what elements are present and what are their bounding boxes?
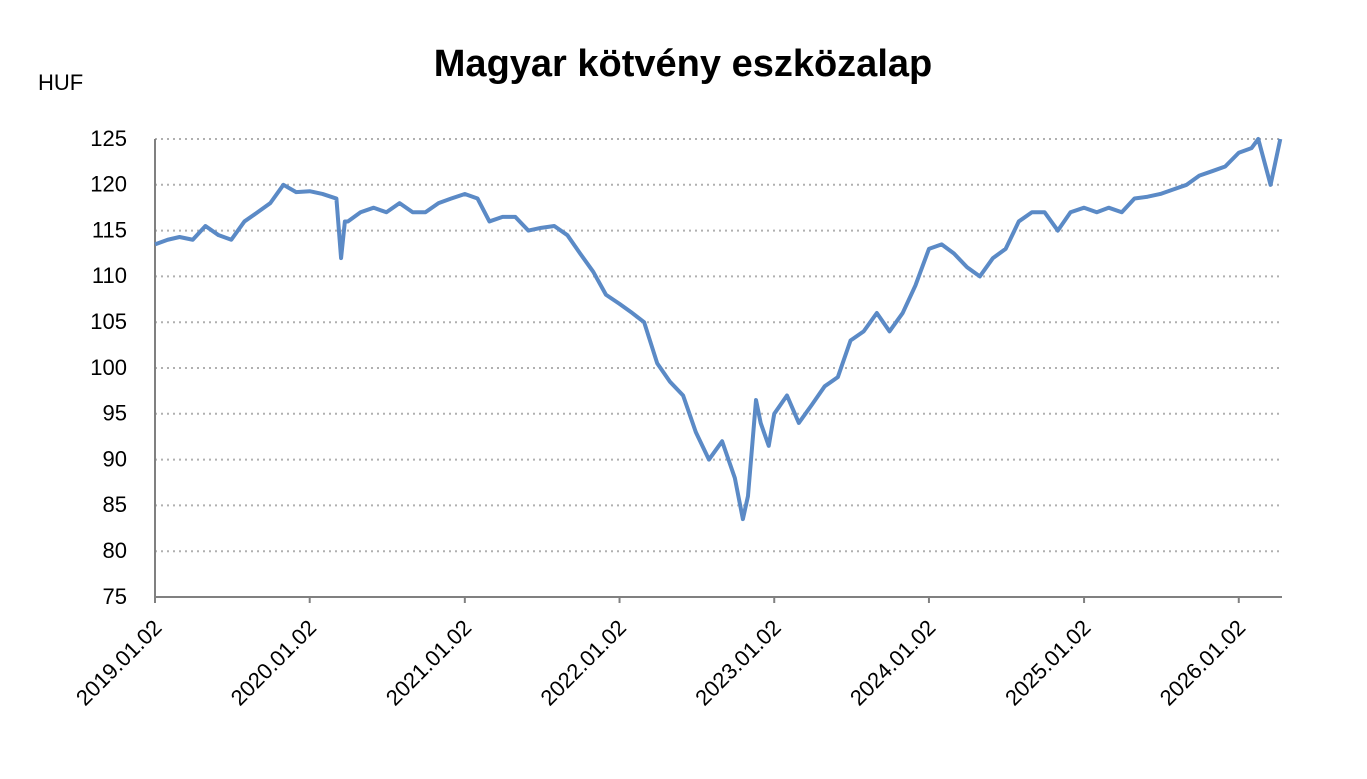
y-tick-label: 90 bbox=[103, 446, 127, 471]
data-line bbox=[154, 137, 1283, 522]
y-tick-label: 85 bbox=[103, 492, 127, 517]
y-tick-label: 95 bbox=[103, 401, 127, 426]
y-axis-label: HUF bbox=[38, 70, 83, 95]
x-tick-label: 2026.01.02 bbox=[1155, 615, 1251, 711]
y-tick-label: 100 bbox=[90, 355, 127, 380]
y-tick-label: 110 bbox=[92, 263, 127, 288]
y-tick-label: 105 bbox=[90, 309, 127, 334]
x-tick-label: 2024.01.02 bbox=[845, 615, 941, 711]
x-tick-label: 2019.01.02 bbox=[71, 615, 167, 711]
chart-title: Magyar kötvény eszközalap bbox=[434, 43, 932, 85]
y-tick-label: 75 bbox=[103, 584, 127, 609]
y-tick-label: 115 bbox=[92, 217, 127, 242]
x-tick-label: 2025.01.02 bbox=[1000, 615, 1096, 711]
x-tick-label: 2021.01.02 bbox=[381, 615, 477, 711]
y-tick-label: 80 bbox=[103, 538, 127, 563]
x-tick-label: 2022.01.02 bbox=[536, 615, 632, 711]
x-tick-label: 2020.01.02 bbox=[226, 615, 322, 711]
y-tick-label: 120 bbox=[90, 172, 127, 197]
x-tick-label: 2023.01.02 bbox=[690, 615, 786, 711]
y-tick-label: 125 bbox=[90, 126, 127, 151]
